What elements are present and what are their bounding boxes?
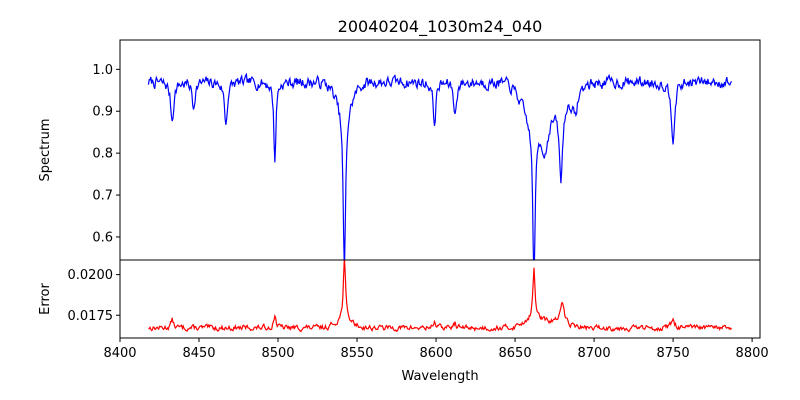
spectrum-y-tick-label: 0.7 [92, 189, 113, 204]
spectrum-y-tick-label: 1.0 [92, 63, 113, 78]
spectrum-y-tick-label: 0.6 [92, 230, 113, 245]
spectrum-series-line [147, 72, 733, 260]
x-tick-label: 8700 [578, 346, 611, 361]
spectrum-y-axis-label: Spectrum [38, 119, 53, 182]
error-panel: 0.0175 0.0200 Error [38, 259, 761, 339]
x-tick-label: 8600 [420, 346, 453, 361]
spectrum-y-tick-label: 0.9 [92, 105, 113, 120]
x-tick-label: 8800 [736, 346, 769, 361]
x-tick-label: 8550 [340, 346, 373, 361]
chart-title: 20040204_1030m24_040 [338, 17, 543, 37]
x-axis: 8400 8450 8500 8550 8600 8650 8700 8750 8800 [103, 338, 769, 361]
x-tick-label: 8750 [657, 346, 690, 361]
x-tick-label: 8450 [182, 346, 215, 361]
x-tick-label: 8400 [103, 346, 136, 361]
error-series-line [148, 260, 733, 333]
error-axes-frame [119, 259, 761, 339]
error-y-tick-label: 0.0175 [68, 309, 114, 324]
error-y-tick-label: 0.0200 [68, 268, 114, 283]
spectrum-panel: 0.6 0.7 0.8 0.9 1.0 Spectrum [38, 39, 761, 261]
x-tick-label: 8500 [261, 346, 294, 361]
spectrum-axes-frame [119, 39, 761, 261]
x-tick-label: 8650 [499, 346, 532, 361]
error-y-axis-label: Error [38, 283, 53, 315]
x-axis-label: Wavelength [401, 369, 478, 384]
spectrum-y-tick-label: 0.8 [92, 147, 113, 162]
